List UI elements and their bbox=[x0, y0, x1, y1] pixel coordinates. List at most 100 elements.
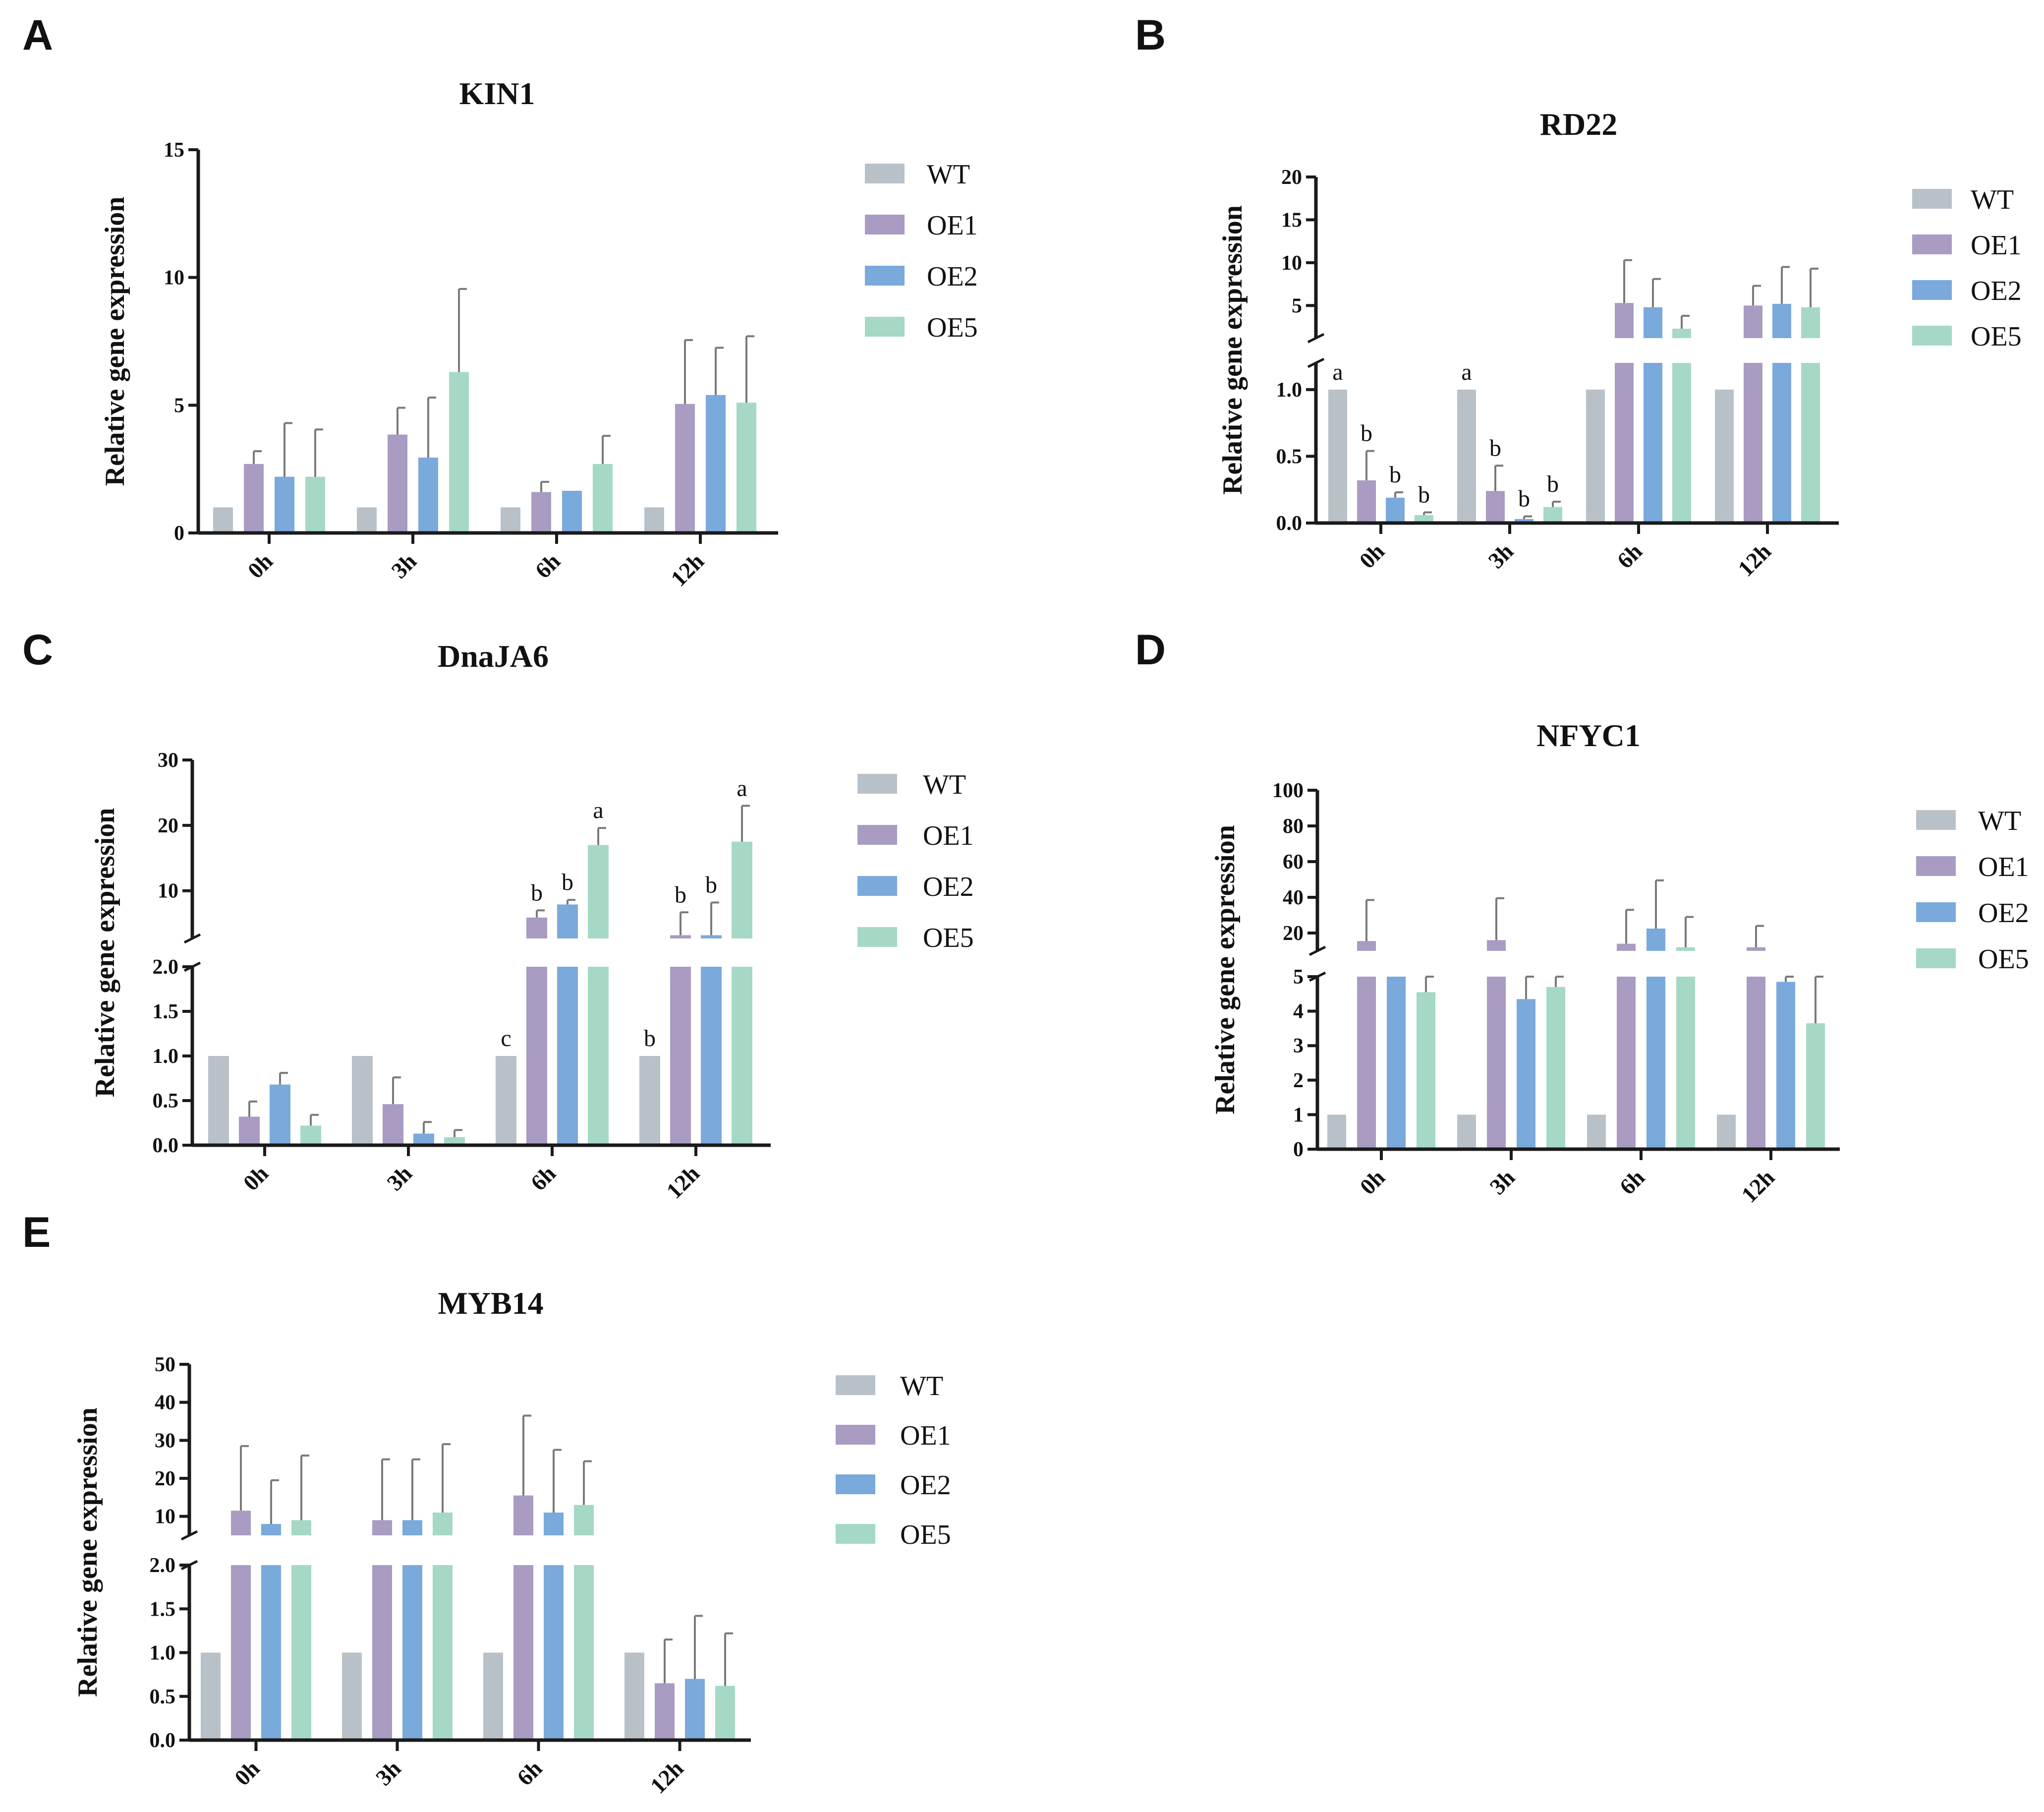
y-axis-label: Relative gene expression bbox=[1210, 825, 1241, 1114]
legend-swatch-wt bbox=[857, 774, 897, 794]
bar-oe2-3h bbox=[1515, 519, 1533, 523]
y-tick-label: 20 bbox=[1283, 922, 1304, 945]
y-tick-label: 15 bbox=[1281, 209, 1302, 232]
bar-upper-oe1-3h bbox=[1487, 940, 1506, 951]
bar-oe5-0h bbox=[300, 1125, 321, 1145]
bar-oe1-12h bbox=[670, 967, 691, 1145]
bar-oe1-3h bbox=[383, 1104, 403, 1145]
bar-oe5-12h bbox=[1806, 1023, 1825, 1149]
bar-oe1-6h bbox=[1617, 977, 1636, 1149]
y-tick-label: 0.5 bbox=[150, 1686, 176, 1708]
legend-label: OE2 bbox=[1978, 898, 2029, 929]
chart-title: NFYC1 bbox=[1536, 718, 1641, 753]
legend-label: WT bbox=[1971, 184, 2014, 215]
bar-upper-oe5-6h bbox=[1676, 947, 1695, 951]
significance-label: b bbox=[1418, 481, 1430, 508]
bar-wt-3h bbox=[1457, 1114, 1476, 1149]
bar-upper-oe1-12h bbox=[1744, 305, 1762, 338]
y-tick-label: 50 bbox=[155, 1353, 175, 1376]
y-tick-label: 80 bbox=[1283, 815, 1304, 838]
bar-upper-oe1-6h bbox=[1615, 303, 1634, 338]
y-tick-label: 100 bbox=[1272, 779, 1304, 802]
bar-oe5-6h bbox=[574, 1565, 594, 1740]
x-tick-label: 6h bbox=[1615, 1165, 1649, 1199]
panel-letter: A bbox=[22, 11, 53, 59]
y-tick-label: 5 bbox=[1292, 294, 1302, 317]
bar-oe2-6h bbox=[562, 490, 582, 533]
bar-upper-oe1-12h bbox=[670, 935, 691, 938]
panel-letter: B bbox=[1135, 11, 1166, 59]
y-tick-label: 0.0 bbox=[153, 1134, 179, 1157]
chart-title: RD22 bbox=[1540, 107, 1617, 142]
y-axis-label: Relative gene expression bbox=[1217, 205, 1248, 495]
x-tick-label: 0h bbox=[243, 548, 278, 583]
x-tick-label: 3h bbox=[387, 548, 421, 583]
legend-label: OE1 bbox=[900, 1420, 951, 1451]
x-tick-label: 3h bbox=[1485, 1165, 1520, 1199]
bar-wt-3h bbox=[342, 1652, 362, 1740]
legend-swatch-oe5 bbox=[865, 317, 905, 337]
bar-oe5-12h bbox=[715, 1686, 735, 1740]
bar-oe1-0h bbox=[1357, 977, 1376, 1149]
x-tick-label: 3h bbox=[371, 1755, 405, 1790]
bar-oe1-3h bbox=[372, 1565, 392, 1740]
bar-upper-oe5-12h bbox=[732, 841, 752, 938]
legend-label: OE1 bbox=[923, 820, 974, 851]
legend-label: OE5 bbox=[1978, 944, 2029, 975]
significance-label: b bbox=[675, 881, 686, 908]
legend-swatch-wt bbox=[1912, 189, 1952, 209]
bar-wt-6h bbox=[1587, 1114, 1606, 1149]
x-tick-label: 6h bbox=[530, 548, 565, 583]
axis-break-mark bbox=[1307, 333, 1325, 344]
panel-d: D NFYC1 Relative gene expression 0 1 2 3 4 5 20 40… bbox=[1135, 626, 2029, 1208]
x-tick-label: 6h bbox=[526, 1161, 561, 1195]
y-tick-label: 2 bbox=[1293, 1069, 1304, 1092]
y-tick-label: 0.5 bbox=[153, 1090, 179, 1112]
bar-wt-0h bbox=[1328, 389, 1347, 523]
bar-oe1-0h bbox=[239, 1116, 260, 1145]
bar-oe1-12h bbox=[655, 1683, 675, 1740]
bar-upper-oe2-3h bbox=[402, 1520, 422, 1535]
y-tick-label: 15 bbox=[164, 139, 184, 162]
bar-oe1-12h bbox=[675, 404, 695, 533]
bar-oe2-0h bbox=[270, 1084, 290, 1145]
bar-wt-3h bbox=[357, 507, 377, 533]
y-tick-label: 10 bbox=[164, 267, 184, 290]
bar-oe2-3h bbox=[1517, 999, 1535, 1149]
legend-label: OE1 bbox=[1971, 230, 2022, 261]
legend-label: OE1 bbox=[927, 210, 978, 241]
bar-oe1-12h bbox=[1744, 363, 1762, 523]
bar-oe2-12h bbox=[701, 967, 722, 1145]
y-tick-label: 0.5 bbox=[1276, 445, 1303, 468]
bar-oe2-6h bbox=[1644, 363, 1662, 523]
legend-swatch-wt bbox=[836, 1375, 875, 1395]
significance-label: b bbox=[705, 872, 717, 898]
bar-upper-oe5-0h bbox=[291, 1520, 311, 1535]
legend-label: OE5 bbox=[1971, 321, 2022, 352]
legend-swatch-oe2 bbox=[857, 876, 897, 896]
x-tick-label: 6h bbox=[1612, 538, 1647, 573]
bar-group bbox=[208, 805, 752, 1145]
y-tick-label: 5 bbox=[174, 394, 184, 417]
bar-upper-oe2-6h bbox=[557, 904, 578, 938]
bar-oe5-6h bbox=[1672, 363, 1691, 523]
y-tick-label: 3 bbox=[1293, 1035, 1304, 1057]
bar-oe1-0h bbox=[1357, 480, 1376, 523]
y-tick-label: 20 bbox=[1281, 166, 1302, 189]
bar-upper-oe2-0h bbox=[261, 1524, 281, 1535]
bar-group bbox=[1327, 879, 1825, 1149]
y-tick-label: 20 bbox=[158, 815, 178, 837]
significance-label: a bbox=[1332, 359, 1343, 385]
legend-swatch-oe1 bbox=[836, 1425, 875, 1445]
bar-oe1-6h bbox=[526, 967, 547, 1145]
legend-swatch-wt bbox=[865, 164, 905, 183]
bar-upper-oe2-12h bbox=[1772, 303, 1791, 338]
significance-label: a bbox=[1461, 359, 1472, 385]
bar-upper-oe1-0h bbox=[231, 1511, 251, 1535]
panel-letter: E bbox=[22, 1209, 51, 1256]
legend-label: OE5 bbox=[927, 312, 978, 343]
bar-upper-oe1-6h bbox=[526, 917, 547, 938]
y-tick-label: 2.0 bbox=[150, 1554, 176, 1577]
